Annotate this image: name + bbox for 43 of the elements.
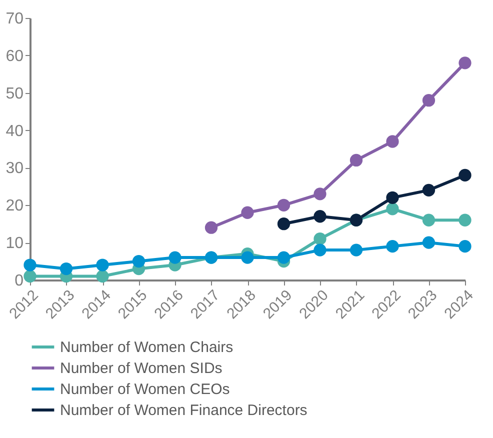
point [422, 184, 436, 196]
point [60, 262, 73, 276]
point [422, 94, 436, 107]
legend-label: Number of Women Chairs [60, 339, 234, 356]
point [96, 258, 109, 272]
y-tick-label: 0 [14, 272, 24, 290]
point [241, 206, 254, 219]
point [168, 251, 182, 264]
y-tick-label: 10 [6, 235, 24, 252]
y-tick-label: 20 [6, 198, 24, 215]
point [422, 214, 436, 226]
point [386, 240, 399, 253]
point [386, 202, 399, 216]
point [204, 221, 218, 234]
legend-label: Number of Women Finance Directors [60, 402, 308, 419]
point [277, 251, 290, 264]
point [458, 168, 472, 182]
point [458, 214, 472, 226]
point [422, 236, 436, 249]
y-tick-label: 70 [6, 10, 24, 28]
point [350, 244, 363, 256]
point [277, 218, 290, 230]
point [277, 198, 290, 212]
point [132, 254, 146, 268]
point [314, 210, 326, 223]
point [458, 240, 472, 253]
point [96, 270, 109, 283]
point [24, 258, 36, 272]
legend-label: Number of Women SIDs [60, 360, 222, 377]
point [386, 191, 399, 204]
y-tick-label: 30 [6, 160, 24, 178]
point [314, 244, 326, 256]
point [314, 232, 326, 246]
legend-label: Number of Women CEOs [60, 381, 230, 398]
point [241, 251, 254, 264]
point [350, 154, 363, 167]
point [24, 270, 36, 283]
y-tick-label: 40 [6, 122, 24, 140]
point [386, 135, 399, 148]
point [314, 188, 326, 200]
point [458, 56, 472, 70]
y-tick-label: 50 [6, 85, 24, 102]
y-tick-label: 60 [6, 48, 24, 65]
